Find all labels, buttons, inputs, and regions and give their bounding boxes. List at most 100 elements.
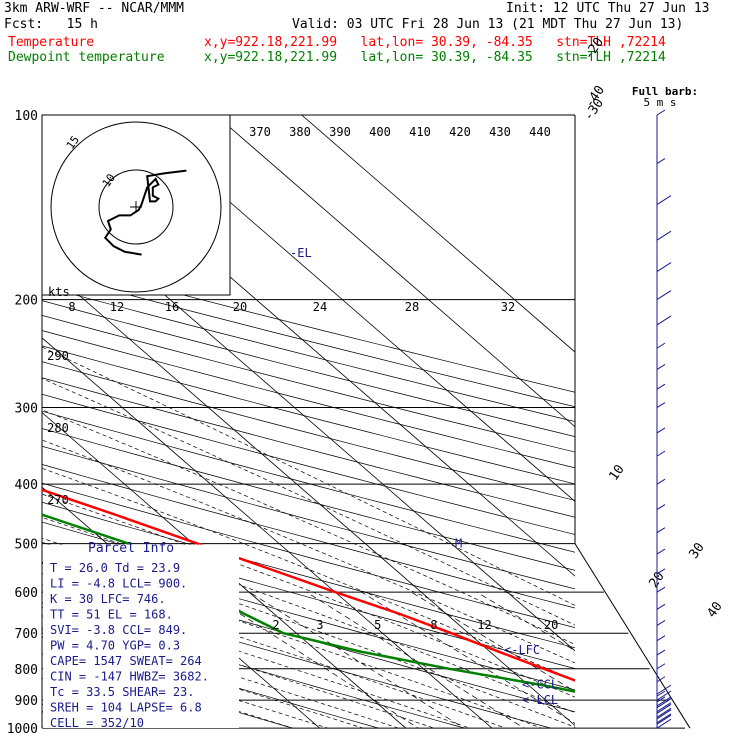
parcel-info-row: T = 26.0 Td = 23.9 <box>50 561 180 575</box>
theta-side-label: 290 <box>47 349 69 363</box>
wind-barb <box>656 703 672 718</box>
barb-legend-subheader: 5 m s <box>643 96 676 109</box>
mixing-ratio-line <box>476 591 575 652</box>
wind-barb <box>656 109 666 116</box>
forecast-hour: Fcst: 15 h <box>4 17 98 32</box>
isotherm-label: -10 <box>581 0 607 2</box>
mixing-ratio-label: 5 <box>374 618 381 632</box>
parcel-info-title: Parcel Info <box>88 541 174 556</box>
dry-adiabat <box>42 345 575 485</box>
wind-barb <box>656 364 666 370</box>
dry-adiabat <box>42 445 575 590</box>
lcl-annotation: <-LCL <box>522 693 558 707</box>
isotherm-label: -20 <box>581 35 607 63</box>
wind-barb <box>656 635 666 642</box>
dry-adiabat <box>42 629 380 728</box>
isotherm-line <box>42 262 575 727</box>
theta-label: 390 <box>329 125 351 139</box>
parcel-info-row: PW = 4.70 YGP= 0.3 <box>50 639 180 653</box>
dry-adiabat <box>42 285 575 422</box>
wind-barb <box>656 262 672 272</box>
isotherm-line <box>42 411 407 728</box>
moist-adiabat <box>42 439 575 664</box>
moist-adiabat <box>42 537 575 728</box>
parcel-info-row: Tc = 33.5 SHEAR= 23. <box>50 685 195 699</box>
pressure-label: 200 <box>15 294 38 309</box>
dry-adiabat <box>42 501 575 649</box>
parcel-info-row: SREH = 104 LAPSE= 6.8 <box>50 701 202 715</box>
dry-adiabat <box>42 315 575 453</box>
wind-barb <box>656 586 666 593</box>
wind-barb <box>656 709 672 724</box>
wind-barb <box>656 315 672 326</box>
mixing-ratio-label: 2 <box>272 618 279 632</box>
model-title: 3km ARW-WRF -- NCAR/MMM <box>4 1 185 16</box>
m-annotation: M <box>455 537 462 551</box>
mixing-ratio-line <box>249 591 465 728</box>
wind-barb <box>656 402 666 408</box>
wind-barb <box>656 290 672 301</box>
moist-adiabat <box>42 517 575 714</box>
parcel-info-row: LI = -4.8 LCL= 900. <box>50 577 187 591</box>
theta-label: 420 <box>449 125 471 139</box>
wind-barb <box>656 427 666 434</box>
dewpoint-profile <box>42 513 575 693</box>
theta-side-label: 270 <box>47 493 69 507</box>
moist-adiabat <box>42 493 575 698</box>
pressure-label: 800 <box>15 663 38 678</box>
pressure-label: 400 <box>15 478 38 493</box>
dry-adiabat <box>42 257 575 393</box>
moist-adiabat <box>42 602 435 728</box>
barb-legend-header: Full barb: <box>632 85 698 98</box>
parcel-info-row: TT = 51 EL = 168. <box>50 608 173 622</box>
parcel-info-row: CELL = 352/10 <box>50 716 144 730</box>
temperature-station-info: x,y=922.18,221.99 lat,lon= 30.39, -84.35… <box>204 35 666 50</box>
mixing-ratio-line <box>411 591 575 692</box>
hodograph-speed-label: 20 <box>233 300 247 314</box>
hodograph-ring-label: 15 <box>64 133 82 151</box>
pressure-label: 900 <box>15 694 38 709</box>
isotherm-line <box>129 115 575 502</box>
moist-adiabat <box>42 467 575 681</box>
pressure-label: 600 <box>15 586 38 601</box>
wind-barb <box>656 663 666 670</box>
pressure-label: 300 <box>15 402 38 417</box>
wind-barb <box>656 620 666 626</box>
wind-barb <box>656 527 666 534</box>
mixing-ratio-label: 8 <box>430 618 437 632</box>
dry-adiabat <box>42 482 575 629</box>
hodograph-ring-15 <box>50 121 222 293</box>
wind-barb <box>656 603 666 610</box>
wind-barb <box>656 504 666 510</box>
valid-time: Valid: 03 UTC Fri 28 Jun 13 (21 MDT Thu … <box>292 17 684 32</box>
wind-barb <box>656 548 666 555</box>
parcel-info-row: CAPE= 1547 SWEAT= 264 <box>50 654 202 668</box>
theta-label: 370 <box>249 125 271 139</box>
hodograph-units-label: kts <box>48 285 70 299</box>
parcel-info-row: CIN = -147 HWBZ= 3682. <box>50 670 209 684</box>
wind-barb <box>656 478 666 485</box>
dry-adiabat <box>42 584 552 728</box>
hodograph-speed-label: 24 <box>313 300 327 314</box>
moist-adiabat <box>42 346 575 606</box>
theta-label: 380 <box>289 125 311 139</box>
temperature-profile <box>42 488 575 682</box>
wind-barb <box>656 649 666 656</box>
wind-barb <box>656 568 666 575</box>
pressure-label: 100 <box>15 109 38 124</box>
hodograph-speed-label: 28 <box>405 300 419 314</box>
moist-adiabat <box>42 639 329 728</box>
wind-barb <box>656 714 672 729</box>
moist-adiabat <box>42 627 364 728</box>
mixing-ratio-line <box>206 591 419 728</box>
theta-label: 430 <box>489 125 511 139</box>
wind-barb <box>656 698 672 713</box>
wind-barb <box>656 383 666 390</box>
mixing-ratio-line <box>306 591 525 728</box>
init-time: Init: 12 UTC Thu 27 Jun 13 <box>506 1 710 16</box>
pressure-label: 700 <box>15 627 38 642</box>
dry-adiabat <box>42 606 466 728</box>
hodograph-speed-label: 8 <box>68 300 75 314</box>
isotherm-line <box>301 115 575 353</box>
theta-label: 410 <box>409 125 431 139</box>
